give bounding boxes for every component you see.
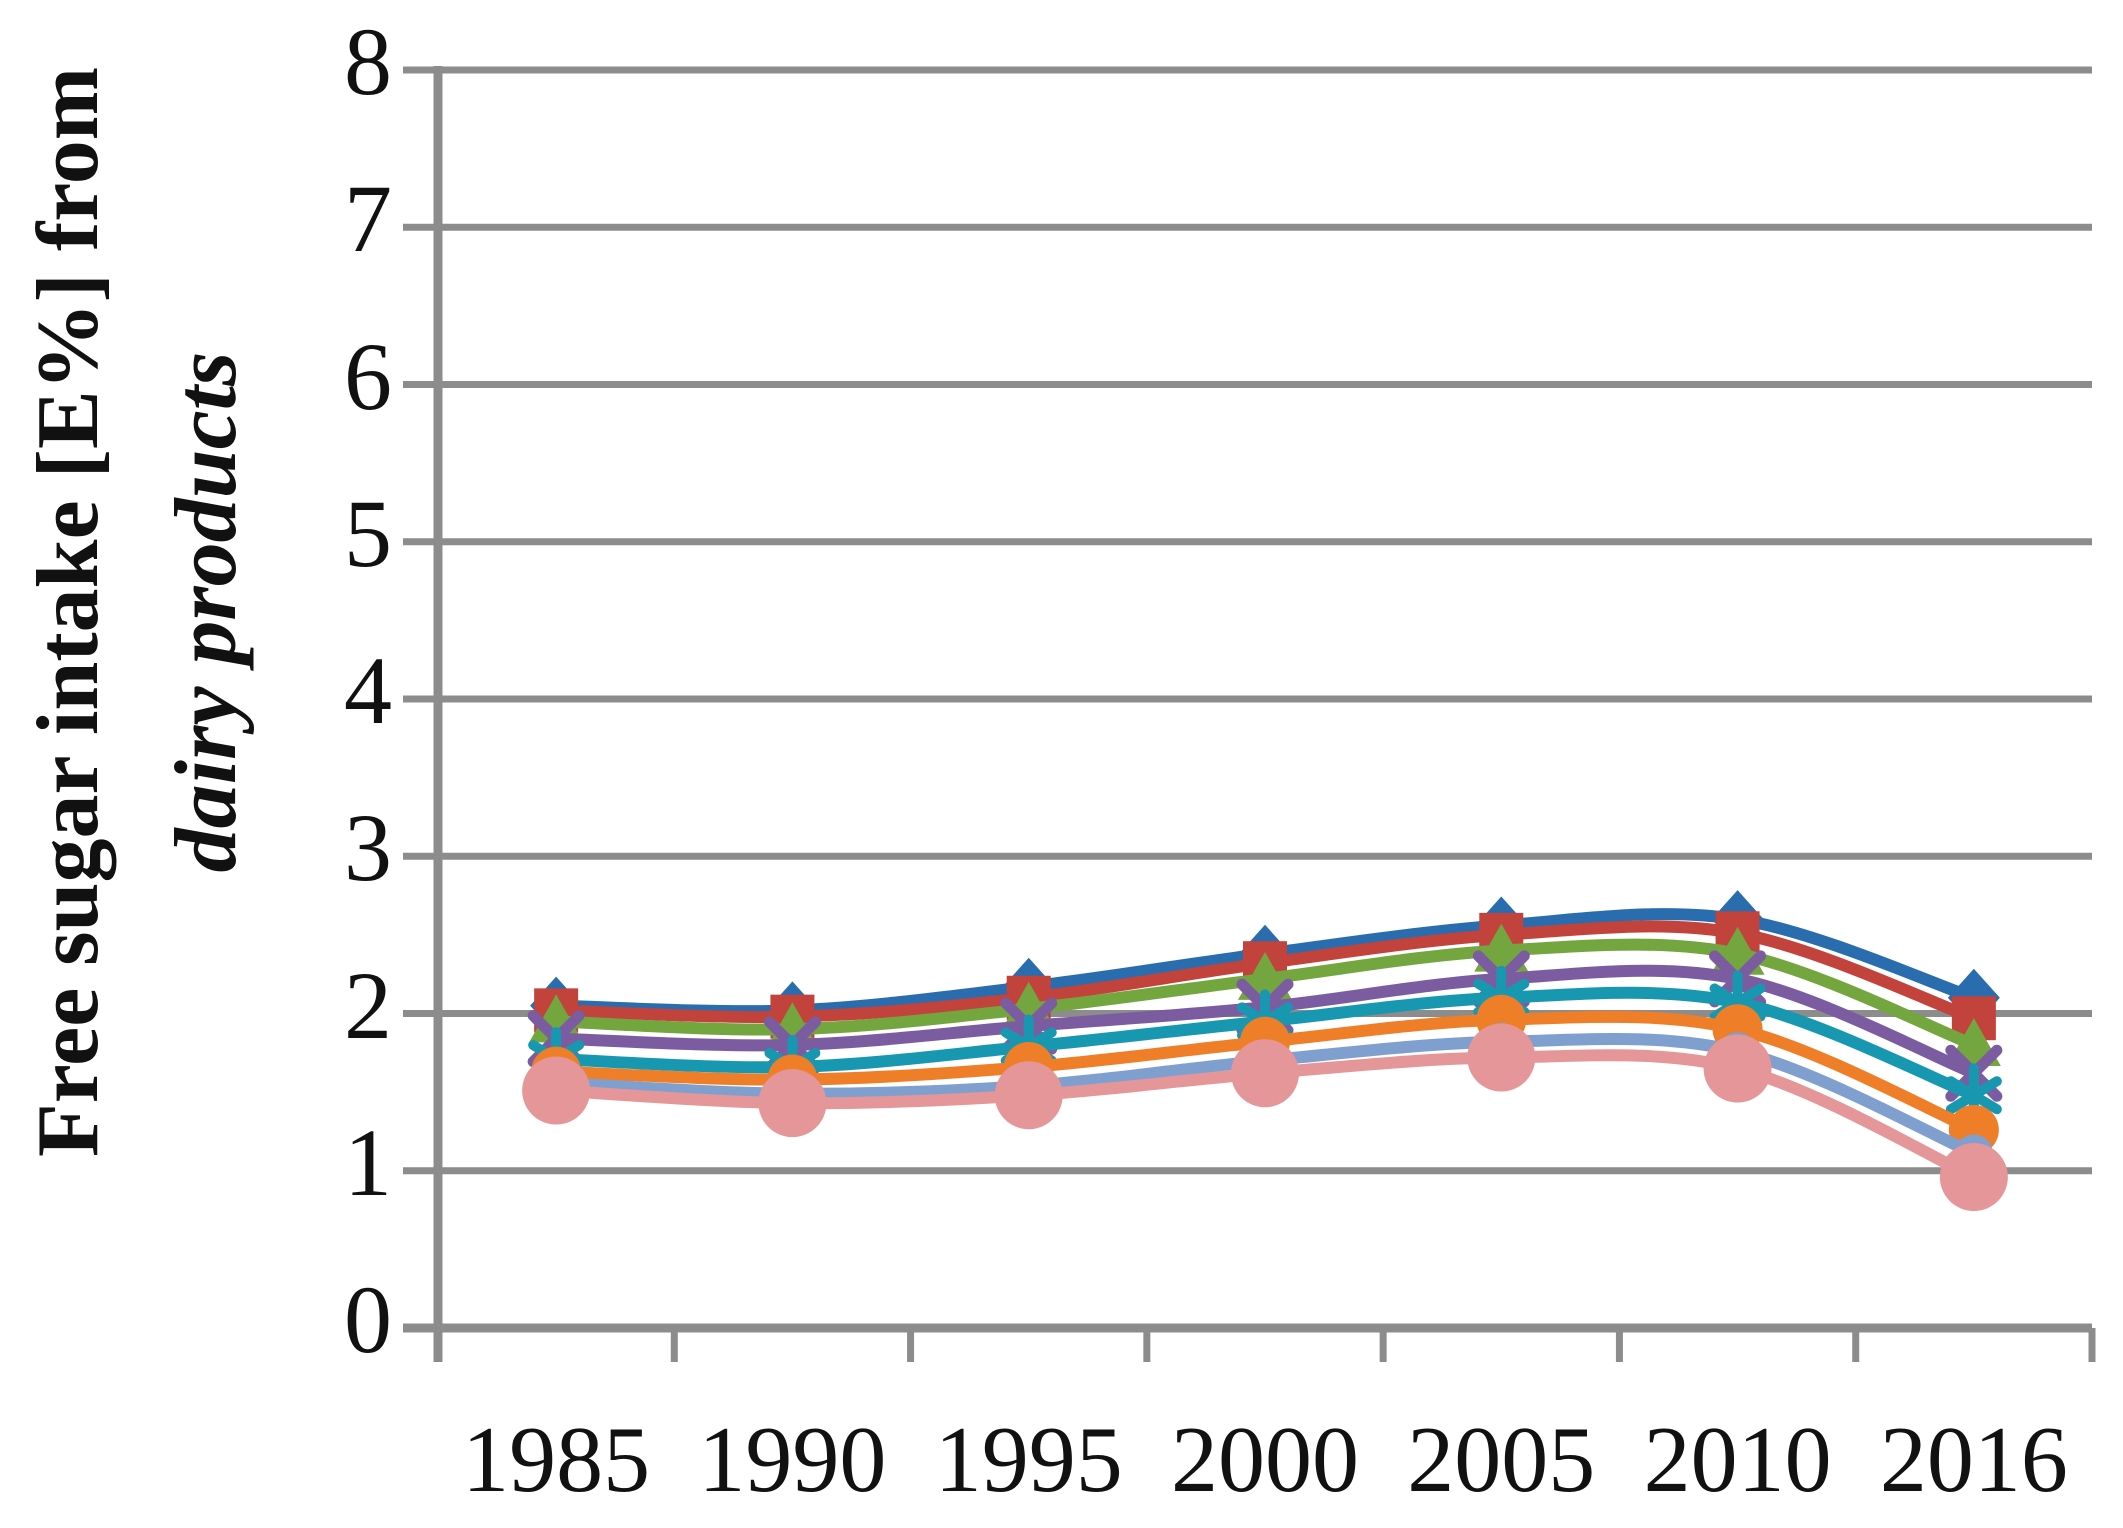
y-tick-label-2: 2	[344, 951, 392, 1059]
y-tick-label-6: 6	[344, 322, 392, 430]
data-point-marker-series-5-teal	[1945, 1076, 2002, 1115]
y-tick-label-3: 3	[344, 794, 392, 902]
data-point-marker-series-8-pink	[1467, 1023, 1536, 1092]
data-point-marker-series-8-pink	[1703, 1034, 1772, 1103]
y-tick-label-7: 7	[344, 165, 392, 273]
x-tick-label-2005: 2005	[1407, 1408, 1596, 1512]
y-tick-label-5: 5	[344, 479, 392, 587]
y-tick-label-8: 8	[344, 8, 392, 115]
x-tick-label-1990: 1990	[698, 1408, 887, 1512]
data-point-marker-series-8-pink	[994, 1061, 1063, 1130]
y-tick-label-4: 4	[344, 637, 392, 744]
data-point-marker-series-8-pink	[1939, 1143, 2008, 1212]
data-point-marker-series-8-pink	[1231, 1039, 1299, 1108]
y-tick-label-0: 0	[344, 1266, 392, 1373]
x-tick-label-2000: 2000	[1171, 1408, 1359, 1512]
x-tick-label-1985: 1985	[462, 1408, 651, 1512]
x-tick-label-1995: 1995	[934, 1408, 1123, 1512]
data-point-marker-series-8-pink	[522, 1056, 591, 1125]
data-point-marker-series-8-pink	[758, 1069, 827, 1138]
y-tick-label-1: 1	[344, 1108, 392, 1216]
x-tick-label-2010: 2010	[1643, 1408, 1832, 1512]
x-tick-label-2016: 2016	[1879, 1408, 2068, 1512]
